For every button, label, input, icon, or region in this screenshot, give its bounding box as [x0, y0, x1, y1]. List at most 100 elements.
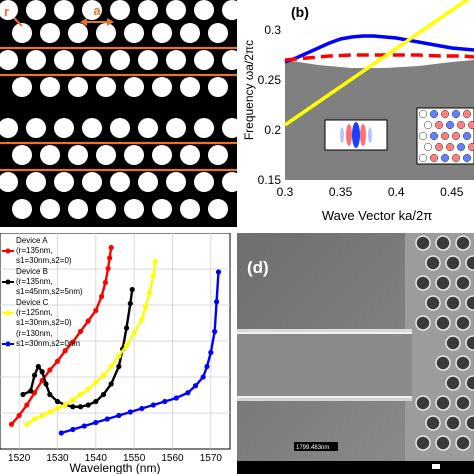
legend-title: Device C: [16, 298, 49, 307]
spectrum-marker: [107, 255, 113, 261]
field-dot: [429, 109, 439, 119]
panel-c-xlabel: Wavelength (nm): [70, 461, 161, 474]
spectrum-marker: [150, 272, 156, 279]
panel-d-sem-image: (d) 1799.483nm: [237, 233, 474, 474]
sem-air-hole: [455, 235, 471, 251]
sem-air-hole: [415, 435, 431, 451]
field-dot: [434, 142, 444, 152]
air-hole: [68, 77, 88, 97]
sem-air-hole: [435, 235, 451, 251]
lattice-lines: [0, 46, 237, 172]
field-dot: [462, 153, 472, 163]
sem-air-hole: [445, 375, 461, 391]
air-hole: [222, 0, 237, 20]
air-hole: [152, 23, 172, 43]
band-series-2: [284, 0, 470, 127]
air-hole: [82, 50, 102, 70]
legend-params: s1=30nm,s2=0nm: [16, 339, 80, 348]
spectrum-marker: [77, 328, 84, 335]
field-dot: [451, 131, 461, 141]
field-dot: [418, 153, 428, 163]
spectrum-marker: [192, 383, 199, 389]
air-hole: [26, 50, 46, 70]
spectrum-marker: [208, 349, 214, 356]
y-tick-label: 0.2: [264, 123, 281, 137]
field-inset-2: [416, 107, 474, 165]
spectrum-marker: [150, 402, 156, 408]
y-tick-label: 0.3: [264, 23, 281, 37]
sem-air-hole: [425, 415, 441, 431]
spectrum-marker: [70, 397, 76, 403]
air-hole: [0, 172, 18, 192]
sem-air-hole: [425, 255, 441, 271]
legend-marker: [5, 310, 11, 316]
air-hole: [180, 145, 200, 165]
spectrum-marker: [47, 391, 53, 398]
x-tick-label: 1550: [123, 453, 146, 464]
x-tick-label: 1540: [85, 453, 108, 464]
air-hole: [40, 23, 60, 43]
spectrum-marker: [127, 300, 133, 307]
field-inset-1: [324, 119, 388, 151]
air-hole: [26, 0, 46, 20]
spectrum-marker: [123, 342, 130, 349]
air-hole: [194, 118, 214, 138]
air-hole: [180, 77, 200, 97]
air-hole: [68, 23, 88, 43]
spectrum-marker: [215, 269, 222, 275]
legend-params: (r=125nm,: [16, 308, 53, 317]
spectrum-marker: [70, 339, 76, 345]
sem-air-hole: [415, 275, 431, 291]
sem-air-hole: [435, 315, 451, 331]
spectrum-marker: [102, 279, 109, 286]
scale-bar: 1799.483nm: [294, 442, 338, 451]
panel-a-crystal-schematic: a r: [0, 0, 237, 227]
air-hole: [152, 77, 172, 97]
spectrum-marker: [93, 307, 99, 314]
field-dot: [434, 120, 444, 130]
field-dot: [462, 109, 472, 119]
spectrum-marker: [28, 388, 34, 394]
field-dot: [445, 142, 455, 152]
panel-b-label: (b): [291, 4, 309, 20]
sem-air-hole: [435, 435, 451, 451]
spectrum-marker: [54, 405, 61, 412]
spectrum-marker: [146, 290, 153, 296]
sem-air-hole: [435, 275, 451, 291]
sem-air-hole: [415, 315, 431, 331]
air-hole: [110, 50, 130, 70]
crystal-lattice-diagram: a r: [0, 0, 237, 219]
spectrum-marker: [213, 299, 220, 305]
air-hole: [138, 50, 158, 70]
legend-title: Device A: [16, 236, 48, 245]
field-dot: [445, 120, 455, 130]
air-hole: [54, 0, 74, 20]
panel-b-xlabel: Wave Vector ka/2π: [322, 208, 432, 223]
spectrum-marker: [108, 363, 114, 370]
spectrum-marker: [54, 358, 61, 364]
spectrum-marker: [81, 423, 87, 429]
spectrum-marker: [105, 265, 111, 272]
sem-air-hole: [465, 255, 474, 271]
spectrum-marker: [93, 379, 99, 385]
air-hole: [54, 50, 74, 70]
field-dot: [451, 109, 461, 119]
spectrum-marker: [152, 258, 158, 265]
field-dot: [467, 142, 474, 152]
sem-air-hole: [435, 395, 451, 411]
air-hole: [110, 172, 130, 192]
spectrum-marker: [70, 426, 76, 433]
air-hole: [26, 172, 46, 192]
air-hole: [40, 199, 60, 219]
air-hole: [124, 23, 144, 43]
air-hole: [194, 0, 214, 20]
label-a: a: [93, 3, 101, 18]
air-hole: [194, 172, 214, 192]
air-hole: [222, 118, 237, 138]
legend-params: s1=45nm,s2=5nm): [16, 287, 83, 296]
air-hole: [180, 199, 200, 219]
air-hole: [12, 77, 32, 97]
field-dot: [440, 109, 450, 119]
air-hole: [124, 145, 144, 165]
spectrum-marker: [8, 421, 15, 427]
